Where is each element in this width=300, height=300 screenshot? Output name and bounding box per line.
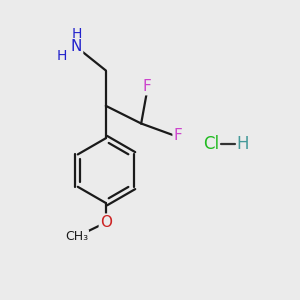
Text: H: H (56, 49, 67, 63)
Text: F: F (143, 79, 152, 94)
Text: O: O (100, 214, 112, 230)
Text: N: N (71, 39, 82, 54)
Text: H: H (237, 135, 249, 153)
Text: H: H (71, 27, 82, 41)
Text: CH₃: CH₃ (65, 230, 88, 243)
Text: F: F (174, 128, 182, 143)
Text: Cl: Cl (203, 135, 219, 153)
